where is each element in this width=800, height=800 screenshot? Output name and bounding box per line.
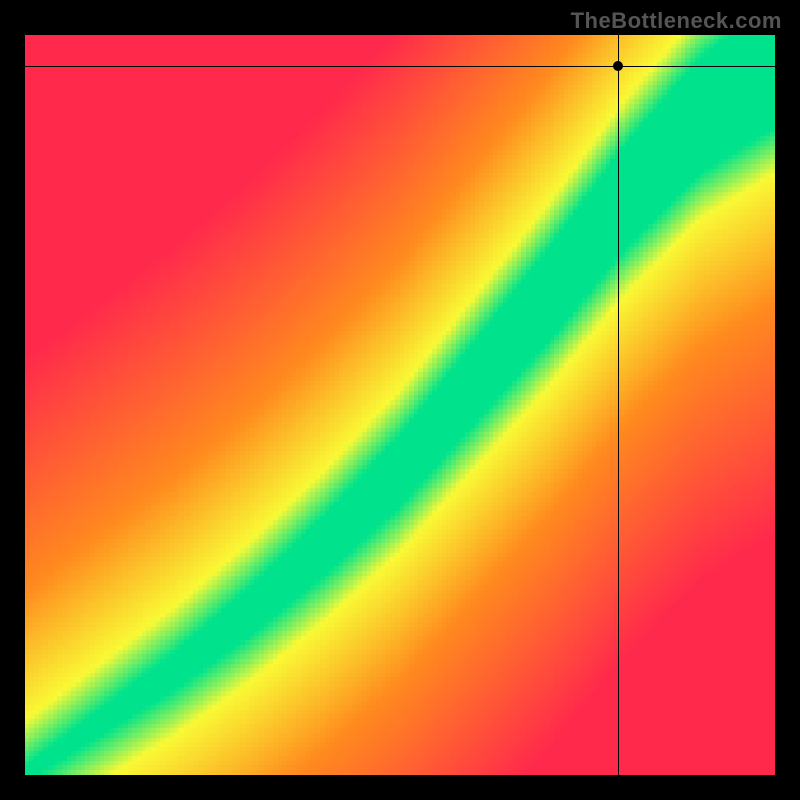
heatmap-canvas — [25, 35, 775, 775]
bottleneck-heatmap — [25, 35, 775, 775]
crosshair-horizontal — [25, 66, 775, 67]
watermark-text: TheBottleneck.com — [571, 8, 782, 34]
crosshair-vertical — [618, 35, 619, 775]
selected-point-marker — [613, 61, 623, 71]
